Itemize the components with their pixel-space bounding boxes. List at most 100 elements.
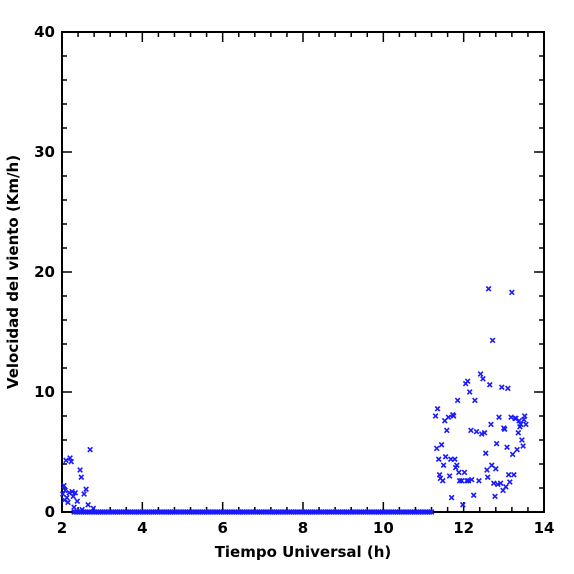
data-point <box>514 446 520 453</box>
y-tick-label: 40 <box>34 23 55 41</box>
x-tick-label: 14 <box>534 519 555 537</box>
data-point <box>470 492 477 499</box>
data-point <box>461 469 468 476</box>
data-point <box>517 421 524 428</box>
data-points <box>59 285 529 515</box>
data-point <box>482 450 489 457</box>
data-point <box>78 474 85 481</box>
data-point <box>508 414 514 421</box>
x-tick-label: 4 <box>137 519 147 537</box>
data-point <box>473 428 480 435</box>
data-point <box>464 477 470 484</box>
data-point <box>74 498 81 505</box>
data-point <box>62 487 69 494</box>
data-point <box>443 427 450 434</box>
data-point <box>453 462 460 469</box>
data-point <box>519 437 525 443</box>
x-tick-label: 10 <box>373 519 394 537</box>
y-tick-label: 10 <box>34 383 55 401</box>
data-point <box>498 384 505 391</box>
x-tick-label: 8 <box>298 519 308 537</box>
data-point <box>502 483 509 490</box>
data-point <box>493 440 500 447</box>
data-point <box>466 389 473 395</box>
data-point <box>511 471 517 478</box>
data-point <box>446 473 453 479</box>
data-point <box>480 375 486 382</box>
data-point <box>485 285 492 292</box>
y-tick-label: 30 <box>34 143 55 161</box>
data-point <box>484 467 490 473</box>
data-point <box>81 491 87 497</box>
data-point <box>67 455 73 461</box>
data-point <box>516 417 522 424</box>
data-point <box>83 486 89 493</box>
data-point <box>486 381 493 388</box>
data-point <box>458 477 465 484</box>
data-point <box>70 493 77 500</box>
data-point <box>520 443 526 449</box>
data-point <box>63 494 70 501</box>
data-point <box>501 426 508 433</box>
data-point <box>72 489 79 496</box>
data-point <box>509 289 515 296</box>
data-point <box>464 378 471 385</box>
data-point <box>477 371 484 377</box>
data-point <box>454 397 461 404</box>
data-point <box>489 337 496 344</box>
data-point <box>428 509 435 515</box>
data-point <box>509 451 516 458</box>
data-point <box>63 457 69 464</box>
data-point <box>77 467 83 473</box>
data-point <box>459 501 466 508</box>
data-point <box>433 445 440 452</box>
data-point <box>497 480 504 487</box>
x-tick-label: 2 <box>57 519 67 537</box>
plot-frame <box>61 31 545 513</box>
data-point <box>521 413 528 419</box>
data-point <box>515 429 522 436</box>
data-point <box>432 413 439 419</box>
data-point <box>490 480 497 487</box>
data-point <box>426 509 433 515</box>
data-point <box>472 397 478 404</box>
data-point <box>504 385 511 392</box>
data-point <box>455 469 462 476</box>
data-point <box>450 413 457 419</box>
data-point <box>442 453 449 460</box>
data-point <box>523 421 529 428</box>
x-tick-label: 6 <box>217 519 227 537</box>
data-point <box>468 427 474 434</box>
data-point <box>448 494 455 501</box>
data-point <box>61 482 67 489</box>
data-point <box>85 501 91 508</box>
data-point <box>492 465 499 472</box>
data-point <box>438 441 445 448</box>
data-point <box>435 456 442 463</box>
data-point <box>484 474 491 481</box>
y-tick-label: 0 <box>45 503 55 521</box>
data-point <box>71 504 77 511</box>
x-tick-label: 12 <box>453 519 474 537</box>
data-point <box>476 477 482 484</box>
data-point <box>68 458 75 465</box>
data-point <box>504 444 510 451</box>
x-axis-title: Tiempo Universal (h) <box>215 543 392 561</box>
data-point <box>434 405 441 412</box>
y-tick-label: 20 <box>34 263 55 281</box>
data-point <box>65 499 71 506</box>
data-point <box>506 479 513 485</box>
data-point <box>481 429 488 436</box>
axis-ticks <box>61 31 545 513</box>
data-point <box>440 462 447 469</box>
data-point <box>87 446 93 453</box>
data-point <box>468 476 475 483</box>
data-point <box>451 456 458 463</box>
data-point <box>488 421 494 428</box>
tick-labels: 2 4 6 8 10 12 14 0 10 20 30 40 <box>34 23 554 537</box>
data-point <box>445 414 452 421</box>
y-axis-title: Velocidad del viento (Km/h) <box>4 155 22 389</box>
data-point <box>505 471 512 478</box>
data-point <box>496 414 502 421</box>
